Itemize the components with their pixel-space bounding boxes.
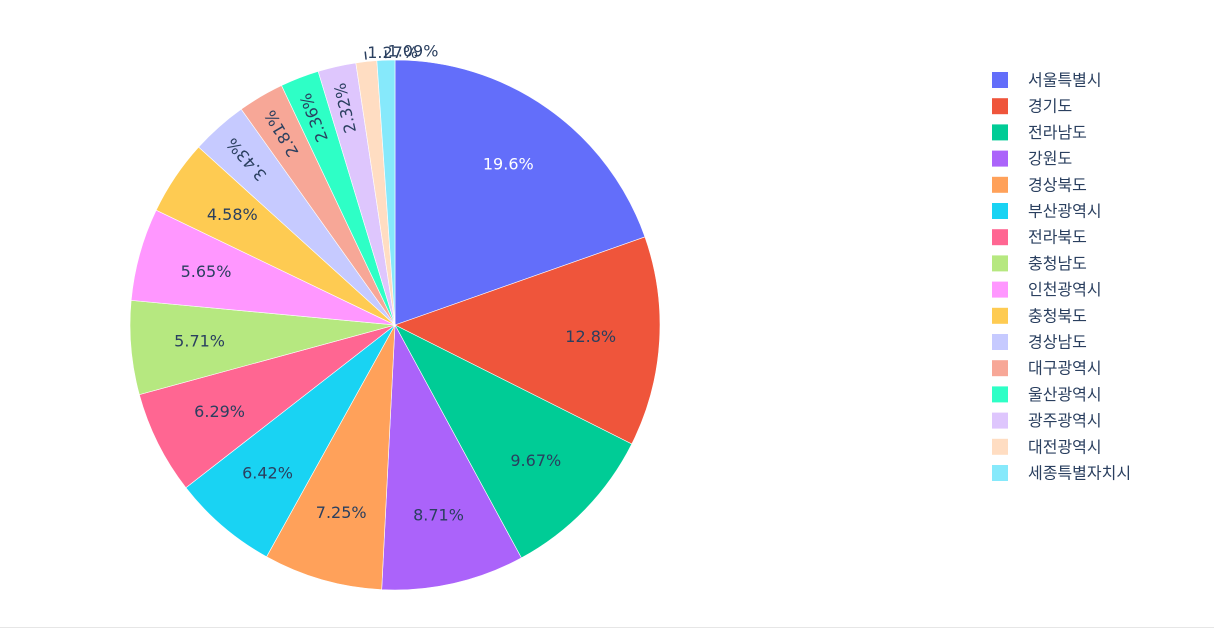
legend-label-6: 전라북도 xyxy=(1028,228,1087,247)
legend-label-7: 충청남도 xyxy=(1028,254,1087,273)
slice-label-6: 6.29% xyxy=(194,402,245,421)
legend-item-13[interactable]: 광주광역시 xyxy=(992,411,1102,430)
legend-label-13: 광주광역시 xyxy=(1028,411,1102,430)
legend-label-9: 충청북도 xyxy=(1028,306,1087,325)
pie-slice-2[interactable] xyxy=(394,324,633,559)
legend-label-3: 강원도 xyxy=(1028,149,1072,168)
slice-label-1: 12.8% xyxy=(565,327,616,346)
legend-label-8: 인천광역시 xyxy=(1028,280,1102,299)
slice-label-8: 5.65% xyxy=(181,262,232,281)
legend-label-1: 경기도 xyxy=(1028,97,1072,116)
legend-item-3[interactable]: 강원도 xyxy=(992,149,1072,168)
legend-item-6[interactable]: 전라북도 xyxy=(992,228,1087,247)
legend-item-14[interactable]: 대전광역시 xyxy=(992,437,1102,456)
pie-slice-3[interactable] xyxy=(381,323,522,591)
slice-label-9: 4.58% xyxy=(207,205,258,224)
legend-item-8[interactable]: 인천광역시 xyxy=(992,280,1102,299)
legend-item-5[interactable]: 부산광역시 xyxy=(992,202,1102,221)
pie-slices xyxy=(129,59,661,591)
legend-swatch-9 xyxy=(992,307,1008,324)
legend-swatch-0 xyxy=(992,72,1008,88)
legend-swatch-12 xyxy=(992,386,1008,403)
legend-label-10: 경상남도 xyxy=(1028,333,1087,352)
pie-slice-1[interactable] xyxy=(394,236,661,445)
slice-label-15: 1.09% xyxy=(388,42,439,61)
legend-item-12[interactable]: 울산광역시 xyxy=(992,385,1102,404)
slice-label-14: 1.27% xyxy=(367,43,418,62)
legend-swatch-10 xyxy=(992,334,1008,350)
legend-item-1[interactable]: 경기도 xyxy=(992,97,1072,116)
legend-label-2: 전라남도 xyxy=(1028,123,1087,142)
legend-label-0: 서울특별시 xyxy=(1028,71,1102,90)
legend-label-5: 부산광역시 xyxy=(1028,202,1102,221)
legend-swatch-3 xyxy=(992,150,1008,167)
legend-swatch-14 xyxy=(992,438,1008,455)
legend-item-4[interactable]: 경상북도 xyxy=(992,175,1087,194)
legend-label-4: 경상북도 xyxy=(1028,175,1087,194)
legend-swatch-2 xyxy=(992,124,1008,141)
legend-swatch-5 xyxy=(992,203,1008,219)
legend-item-0[interactable]: 서울특별시 xyxy=(992,71,1102,90)
legend-swatch-11 xyxy=(992,360,1008,377)
legend-swatch-7 xyxy=(992,255,1008,272)
slice-label-0: 19.6% xyxy=(483,154,534,173)
pie-slice-4[interactable] xyxy=(266,324,396,590)
pie-slice-15[interactable] xyxy=(376,59,396,326)
legend-swatch-13 xyxy=(992,412,1008,429)
legend-item-10[interactable]: 경상남도 xyxy=(992,333,1087,352)
legend-item-11[interactable]: 대구광역시 xyxy=(992,359,1102,378)
legend-label-11: 대구광역시 xyxy=(1028,359,1102,378)
legend-swatch-8 xyxy=(992,281,1008,298)
legend-swatch-4 xyxy=(992,176,1008,193)
legend-label-12: 울산광역시 xyxy=(1028,385,1102,404)
bottom-divider xyxy=(0,627,1214,628)
slice-label-7: 5.71% xyxy=(174,331,225,350)
legend: 서울특별시경기도전라남도강원도경상북도부산광역시전라북도충청남도인천광역시충청북… xyxy=(992,71,1131,483)
slice-leader-14 xyxy=(364,51,367,60)
slice-label-4: 7.25% xyxy=(316,503,367,522)
legend-item-7[interactable]: 충청남도 xyxy=(992,254,1087,273)
legend-swatch-15 xyxy=(992,465,1008,481)
legend-item-2[interactable]: 전라남도 xyxy=(992,123,1087,142)
slice-label-5: 6.42% xyxy=(242,464,293,483)
legend-item-15[interactable]: 세종특별자치시 xyxy=(992,464,1131,483)
legend-swatch-1 xyxy=(992,98,1008,115)
slice-label-3: 8.71% xyxy=(413,506,464,525)
slice-label-2: 9.67% xyxy=(510,451,561,470)
legend-label-14: 대전광역시 xyxy=(1028,437,1102,456)
legend-item-9[interactable]: 충청북도 xyxy=(992,306,1087,325)
legend-label-15: 세종특별자치시 xyxy=(1028,464,1131,483)
legend-swatch-6 xyxy=(992,229,1008,246)
